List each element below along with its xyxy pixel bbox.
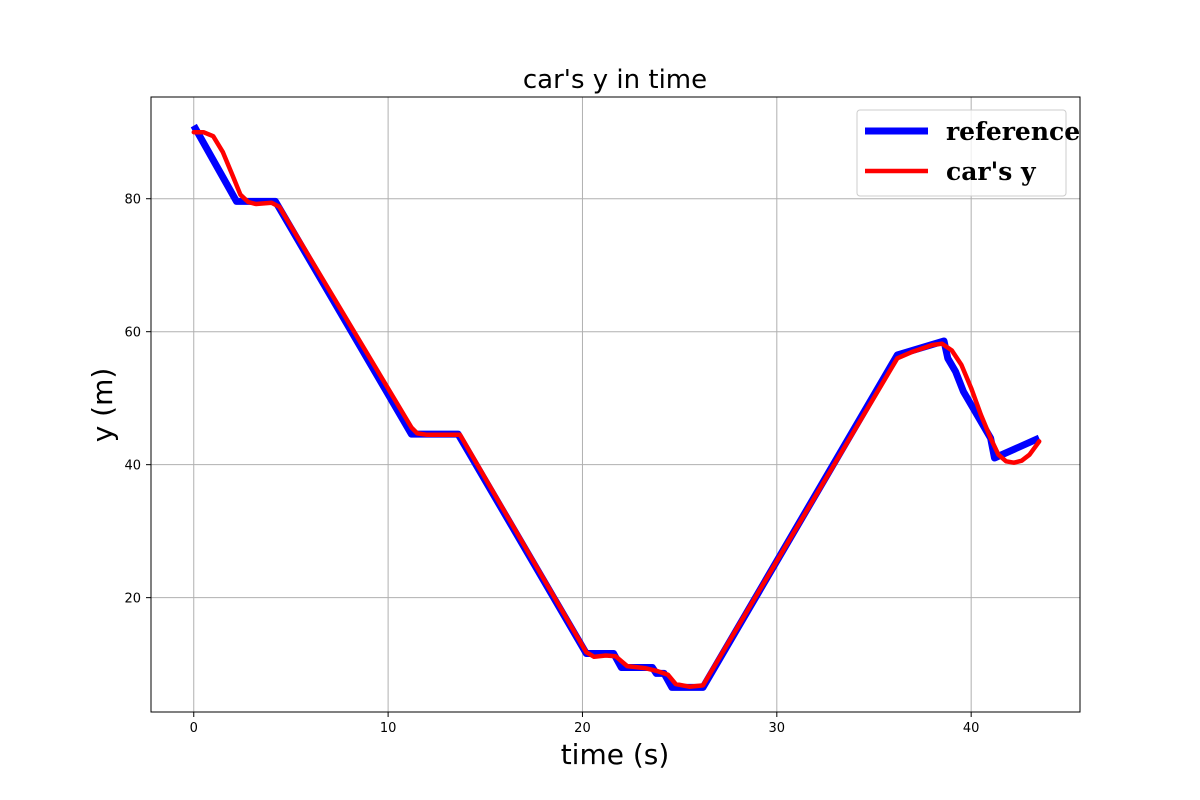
- series-line-car-y: [191, 129, 1042, 689]
- x-tick-label: 40: [963, 721, 980, 736]
- y-axis-ticks: 20 40 60 80: [124, 193, 151, 607]
- legend: reference car's y: [856, 109, 1080, 197]
- y-axis-label: y (m): [86, 368, 119, 443]
- plot-series: [190, 123, 1042, 691]
- x-axis-ticks: 0 10 20 30 40: [190, 712, 980, 736]
- y-tick-label: 80: [124, 193, 141, 208]
- x-tick-label: 0: [190, 721, 198, 736]
- x-tick-label: 20: [574, 721, 591, 736]
- x-axis-label: time (s): [561, 738, 670, 771]
- plot-area-frame: [150, 96, 1081, 713]
- legend-label-reference: reference: [946, 117, 1080, 146]
- chart-title: car's y in time: [523, 65, 707, 95]
- y-tick-label: 60: [124, 326, 141, 341]
- legend-label-car-y: car's y: [946, 157, 1037, 186]
- x-tick-label: 10: [380, 721, 397, 736]
- y-tick-label: 40: [124, 459, 141, 474]
- x-tick-label: 30: [769, 721, 786, 736]
- y-tick-label: 20: [124, 592, 141, 607]
- grid: [151, 97, 1080, 712]
